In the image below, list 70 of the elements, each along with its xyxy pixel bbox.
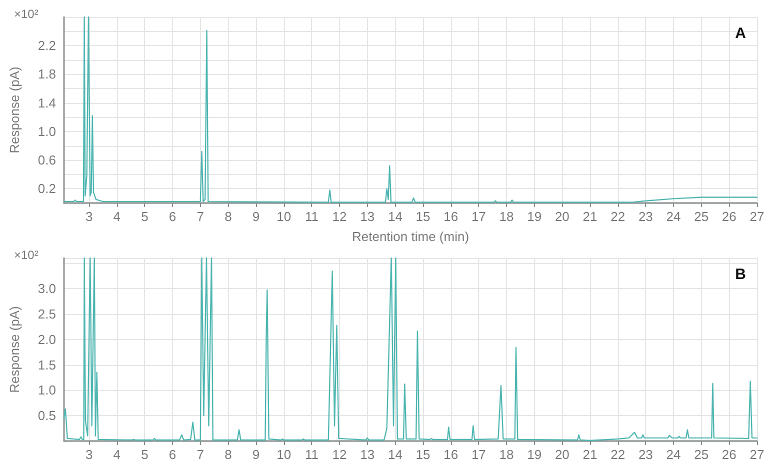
y-tick-label: 1.8 (38, 66, 56, 82)
x-tick-label: 7 (196, 447, 204, 462)
x-tick-label: 17 (471, 209, 486, 224)
x-axis-title: Retention time (min) (352, 229, 470, 244)
text: A (735, 25, 746, 42)
y-axis-title: Response (pA) (7, 306, 22, 393)
x-tick-label: 10 (276, 209, 292, 224)
line-series (63, 257, 758, 442)
x-tick-label: 6 (168, 209, 176, 224)
x-tick-label: 18 (499, 447, 514, 462)
x-tick-label: 5 (141, 209, 148, 224)
x-tick-label: 24 (666, 209, 681, 224)
x-tick-label: 4 (113, 447, 120, 462)
x-tick-label: 9 (252, 209, 260, 224)
x-tick-label: 26 (722, 447, 736, 462)
y-tick-label: 0.5 (38, 408, 56, 424)
x-tick-label: 25 (694, 209, 709, 224)
x-tick-label: 3 (85, 447, 93, 462)
y-tick-label: 1.0 (38, 382, 56, 398)
x-tick-label: 13 (360, 209, 375, 224)
x-tick-label: 20 (554, 447, 570, 462)
text: ×10² (14, 248, 38, 262)
y-tick-label: 1.4 (38, 95, 56, 110)
x-tick-label: 21 (582, 447, 598, 462)
x-tick-label: 8 (224, 209, 232, 224)
x-tick-label: 9 (252, 447, 260, 462)
x-tick-label: 7 (196, 209, 204, 224)
x-tick-label: 16 (444, 209, 458, 224)
x-tick-label: 14 (388, 209, 402, 224)
x-tick-label: 6 (168, 447, 176, 462)
x-tick-label: 14 (388, 447, 402, 462)
x-tick-label: 25 (694, 447, 709, 462)
x-tick-label: 18 (499, 209, 514, 224)
x-tick-label: 15 (416, 209, 430, 224)
x-tick-label: 23 (638, 447, 653, 462)
x-tick-label: 11 (304, 209, 318, 224)
y-tick-label: 3.0 (38, 281, 56, 296)
x-tick-label: 22 (610, 447, 626, 462)
y-tick-label: 2.5 (38, 306, 56, 322)
x-tick-label: 3 (85, 209, 93, 224)
x-tick-label: 13 (360, 447, 375, 462)
y-tick-label: 2.0 (38, 332, 56, 347)
x-tick-label: 10 (276, 447, 292, 462)
x-tick-label: 26 (722, 209, 736, 224)
y-tick-label: 1.5 (38, 357, 56, 372)
text: B (735, 266, 746, 283)
y-tick-label: 0.2 (38, 181, 56, 196)
x-tick-label: 27 (750, 209, 764, 224)
y-axis-title: Response (pA) (7, 66, 22, 154)
y-tick-label: 2.2 (38, 38, 56, 54)
x-tick-label: 16 (444, 447, 458, 462)
x-tick-label: 19 (527, 447, 542, 462)
x-tick-label: 21 (582, 209, 598, 224)
x-tick-label: 12 (332, 209, 347, 224)
x-tick-label: 8 (224, 447, 232, 462)
x-tick-label: 20 (554, 209, 570, 224)
y-tick-label: 0.6 (38, 152, 56, 168)
x-tick-label: 17 (471, 447, 486, 462)
x-tick-label: 22 (610, 209, 626, 224)
x-tick-label: 5 (141, 447, 148, 462)
x-tick-label: 19 (527, 209, 542, 224)
x-tick-label: 27 (750, 447, 764, 462)
x-tick-label: 11 (304, 447, 318, 462)
x-tick-label: 23 (638, 209, 653, 224)
x-tick-label: 12 (332, 447, 347, 462)
text: ×10² (14, 7, 38, 21)
x-tick-label: 15 (416, 447, 430, 462)
y-tick-label: 1.0 (38, 124, 56, 139)
x-tick-label: 4 (113, 209, 120, 224)
x-tick-label: 24 (666, 447, 681, 462)
